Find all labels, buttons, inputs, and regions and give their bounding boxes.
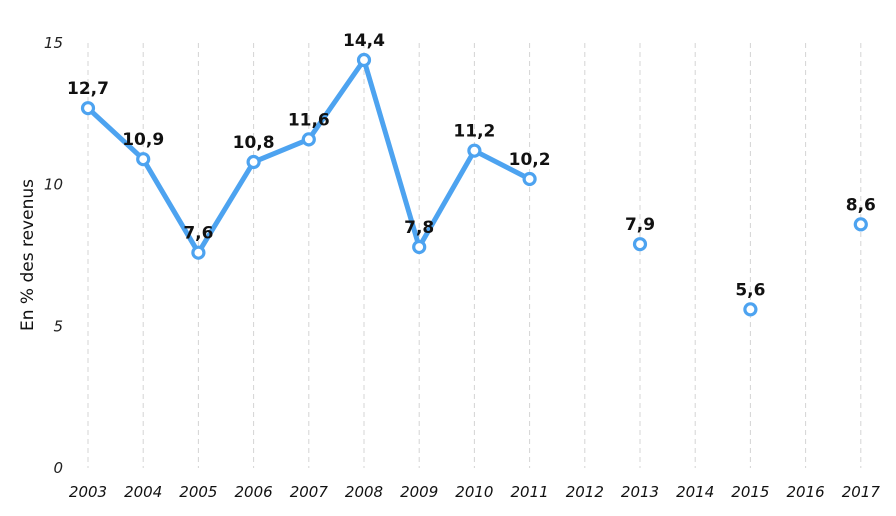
x-tick-label: 2014 bbox=[676, 483, 714, 501]
x-tick-label: 2013 bbox=[621, 483, 659, 501]
data-point bbox=[632, 237, 648, 252]
data-point bbox=[412, 239, 427, 255]
x-tick-label: 2016 bbox=[787, 483, 825, 501]
data-label: 8,6 bbox=[846, 195, 876, 215]
y-tick-label: 0 bbox=[53, 459, 63, 477]
data-label: 7,6 bbox=[183, 224, 213, 244]
data-label: 5,6 bbox=[735, 280, 765, 300]
data-point bbox=[136, 152, 151, 167]
y-tick-label: 5 bbox=[53, 317, 63, 335]
x-tick-label: 2017 bbox=[842, 483, 881, 501]
x-tick-label: 2009 bbox=[400, 483, 438, 501]
data-point bbox=[522, 171, 537, 187]
data-point bbox=[246, 154, 261, 170]
data-label: 7,8 bbox=[404, 218, 434, 238]
data-point bbox=[301, 132, 316, 147]
data-point bbox=[80, 101, 96, 116]
data-label: 7,9 bbox=[625, 215, 655, 235]
series-points bbox=[80, 52, 868, 317]
x-tick-label: 2006 bbox=[235, 483, 273, 501]
y-axis-ticks: 0 5 10 15 bbox=[44, 34, 63, 477]
gridlines bbox=[87, 43, 862, 468]
y-tick-label: 10 bbox=[44, 176, 63, 194]
data-label: 11,2 bbox=[453, 122, 495, 142]
data-label: 10,9 bbox=[122, 130, 164, 150]
data-label: 12,7 bbox=[67, 79, 109, 99]
x-tick-label: 2011 bbox=[511, 483, 549, 501]
x-tick-label: 2015 bbox=[731, 483, 769, 501]
x-axis-ticks: 2003 2004 2005 2006 2007 2008 2009 2010 2011 2012… bbox=[69, 483, 880, 501]
x-tick-label: 2003 bbox=[69, 483, 107, 501]
y-tick-label: 15 bbox=[44, 34, 63, 52]
data-point bbox=[467, 143, 482, 158]
data-point bbox=[853, 217, 868, 232]
data-point bbox=[356, 52, 372, 68]
x-tick-label: 2004 bbox=[124, 483, 162, 501]
x-tick-label: 2010 bbox=[455, 483, 493, 501]
x-tick-label: 2008 bbox=[345, 483, 383, 501]
data-label: 11,6 bbox=[288, 110, 330, 130]
x-tick-label: 2007 bbox=[290, 483, 329, 501]
y-axis-label: En % des revenus bbox=[18, 179, 38, 331]
data-point bbox=[743, 302, 758, 317]
data-label: 10,2 bbox=[509, 150, 551, 170]
x-tick-label: 2012 bbox=[566, 483, 604, 501]
x-tick-label: 2005 bbox=[179, 483, 217, 501]
data-label: 10,8 bbox=[233, 133, 275, 153]
data-label: 14,4 bbox=[343, 31, 385, 51]
data-point bbox=[191, 245, 206, 260]
data-labels: 12,7 10,9 7,6 10,8 11,6 14,4 7,8 11,2 10,2 7,9 5,6… bbox=[67, 31, 876, 300]
